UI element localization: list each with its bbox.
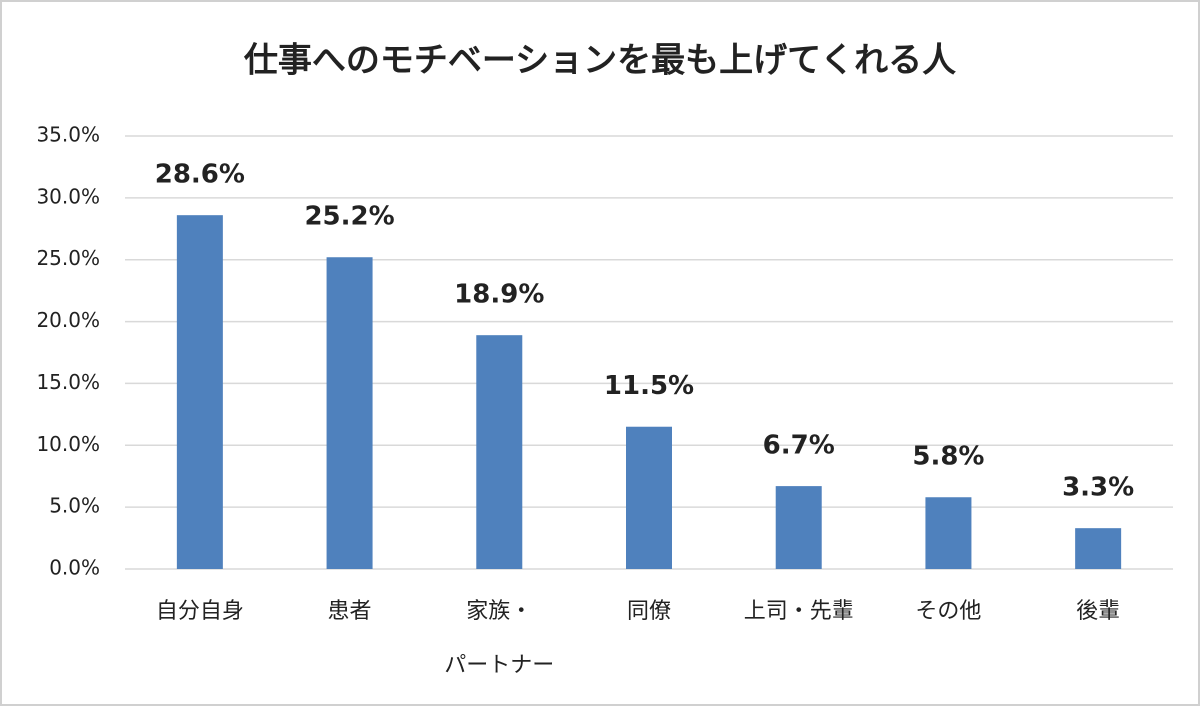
- bar: [1075, 528, 1122, 569]
- x-tick-label: 家族・ パートナー: [444, 599, 555, 678]
- y-tick-label: 5.0%: [49, 494, 100, 518]
- y-tick-label: 0.0%: [49, 556, 100, 580]
- y-tick-label: 10.0%: [36, 432, 100, 456]
- bar: [176, 215, 223, 570]
- x-tick-label: 上司・先輩: [743, 599, 854, 624]
- bar: [476, 335, 523, 569]
- x-tick-label: 自分自身: [155, 599, 244, 624]
- x-tick-label: 患者: [327, 599, 372, 624]
- value-label: 25.2%: [304, 202, 394, 232]
- bar: [925, 497, 972, 569]
- y-tick-label: 30.0%: [36, 184, 100, 208]
- x-tick-label: その他: [915, 599, 982, 624]
- y-tick-label: 20.0%: [36, 308, 100, 332]
- value-label: 28.6%: [155, 160, 245, 190]
- chart-title: 仕事へのモチベーションを最も上げてくれる人: [244, 41, 956, 81]
- y-tick-label: 15.0%: [36, 370, 100, 394]
- y-tick-label: 25.0%: [36, 246, 100, 270]
- y-tick-label: 35.0%: [36, 123, 100, 147]
- value-label: 3.3%: [1062, 473, 1134, 503]
- value-label: 5.8%: [912, 442, 984, 472]
- value-label: 11.5%: [604, 371, 694, 401]
- bar: [326, 257, 373, 569]
- x-tick-label: 同僚: [626, 599, 671, 624]
- value-label: 18.9%: [454, 280, 544, 310]
- bar: [626, 426, 672, 569]
- x-tick-label: 後輩: [1076, 599, 1121, 624]
- bar: [775, 486, 822, 569]
- value-label: 6.7%: [763, 431, 835, 461]
